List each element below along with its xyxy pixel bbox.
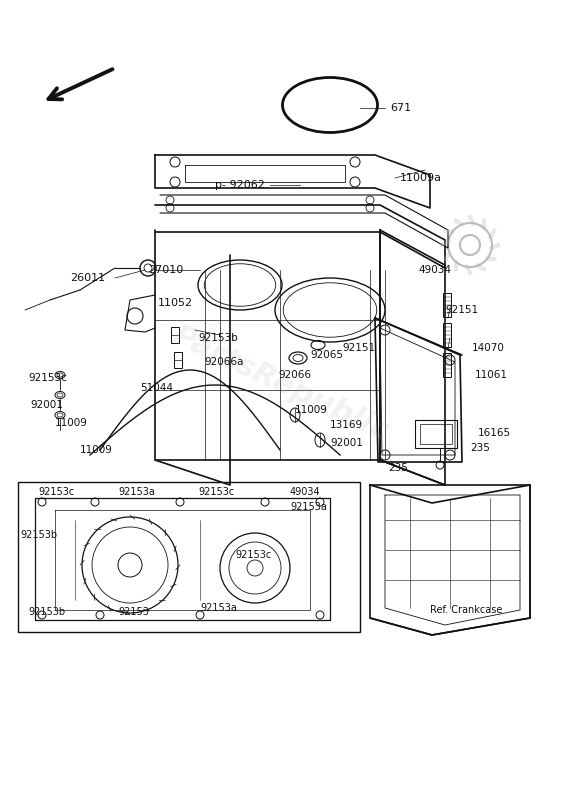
- Bar: [415, 420, 457, 448]
- Text: 49034: 49034: [290, 487, 321, 497]
- Text: p- 92062: p- 92062: [215, 180, 265, 190]
- Bar: [443, 353, 451, 377]
- Text: 14070: 14070: [472, 343, 505, 353]
- Text: 671: 671: [390, 103, 411, 113]
- Text: 92153a: 92153a: [118, 487, 155, 497]
- Text: 92065: 92065: [310, 350, 343, 360]
- Text: 92153b: 92153b: [28, 607, 65, 617]
- Text: 92151: 92151: [445, 305, 478, 315]
- Bar: [171, 327, 179, 343]
- Text: 92066a: 92066a: [204, 357, 244, 367]
- Text: Ref. Crankcase: Ref. Crankcase: [430, 605, 502, 615]
- Text: 92153c: 92153c: [38, 487, 74, 497]
- Text: 92153c: 92153c: [28, 373, 67, 383]
- Text: 92153a: 92153a: [290, 502, 327, 512]
- Text: 26011: 26011: [70, 273, 105, 283]
- Text: 16165: 16165: [478, 428, 511, 438]
- Text: 49034: 49034: [418, 265, 451, 275]
- Text: 92153: 92153: [118, 607, 149, 617]
- Text: 92153c: 92153c: [235, 550, 271, 560]
- Text: 92001: 92001: [30, 400, 63, 410]
- Text: 11009: 11009: [55, 418, 88, 428]
- Text: 11061: 11061: [475, 370, 508, 380]
- Text: PartsRepublic: PartsRepublic: [167, 321, 394, 447]
- Text: 235: 235: [388, 463, 408, 473]
- Text: 235: 235: [470, 443, 490, 453]
- Text: 11009: 11009: [80, 445, 113, 455]
- Text: 92153a: 92153a: [200, 603, 237, 613]
- Text: 11009a: 11009a: [400, 173, 442, 183]
- Text: 11052: 11052: [158, 298, 193, 308]
- Text: 92153c: 92153c: [198, 487, 234, 497]
- Text: 92066: 92066: [278, 370, 311, 380]
- Text: 92153b: 92153b: [198, 333, 238, 343]
- Text: 92151: 92151: [342, 343, 375, 353]
- Bar: [443, 293, 451, 317]
- Text: 13169: 13169: [330, 420, 363, 430]
- Text: 92153b: 92153b: [20, 530, 57, 540]
- Bar: [420, 424, 452, 444]
- Bar: [443, 323, 451, 347]
- Bar: [174, 352, 182, 368]
- Text: 51044: 51044: [140, 383, 173, 393]
- Text: 27010: 27010: [148, 265, 183, 275]
- Text: 92001: 92001: [330, 438, 363, 448]
- Bar: [18, 482, 360, 632]
- Text: 11009: 11009: [295, 405, 328, 415]
